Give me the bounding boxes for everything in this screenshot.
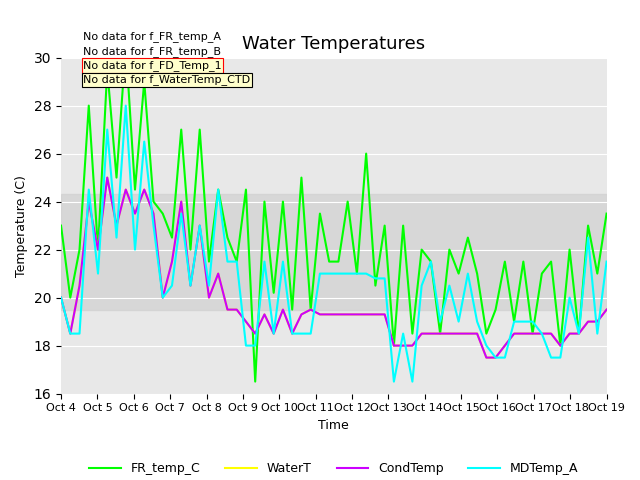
FR_temp_C xyxy=(603,211,611,216)
X-axis label: Time: Time xyxy=(319,419,349,432)
Title: Water Temperatures: Water Temperatures xyxy=(242,35,426,53)
FR_temp_C xyxy=(418,247,426,252)
CondTemp xyxy=(252,331,259,336)
MDTemp_A xyxy=(242,343,250,348)
MDTemp_A xyxy=(223,259,231,264)
WaterT xyxy=(252,331,259,336)
Y-axis label: Temperature (C): Temperature (C) xyxy=(15,175,28,276)
MDTemp_A xyxy=(252,343,259,348)
FR_temp_C xyxy=(223,235,231,240)
CondTemp xyxy=(242,319,250,324)
Text: No data for f_FR_temp_B: No data for f_FR_temp_B xyxy=(83,46,221,57)
Line: MDTemp_A: MDTemp_A xyxy=(61,106,607,382)
CondTemp xyxy=(205,295,213,300)
FR_temp_C xyxy=(122,43,129,48)
WaterT xyxy=(603,307,611,312)
MDTemp_A xyxy=(122,103,129,108)
Text: No data for f_FR_temp_A: No data for f_FR_temp_A xyxy=(83,31,221,42)
WaterT xyxy=(483,355,490,360)
WaterT xyxy=(104,175,111,180)
WaterT xyxy=(223,307,231,312)
FR_temp_C xyxy=(260,199,268,204)
CondTemp xyxy=(223,307,231,312)
WaterT xyxy=(242,319,250,324)
MDTemp_A xyxy=(390,379,397,384)
Text: No data for f_WaterTemp_CTD: No data for f_WaterTemp_CTD xyxy=(83,74,250,85)
MDTemp_A xyxy=(418,283,426,288)
MDTemp_A xyxy=(57,295,65,300)
MDTemp_A xyxy=(603,259,611,264)
WaterT xyxy=(408,343,416,348)
Line: WaterT: WaterT xyxy=(61,178,607,358)
Line: CondTemp: CondTemp xyxy=(61,178,607,358)
Bar xyxy=(61,194,607,310)
CondTemp xyxy=(57,295,65,300)
Legend: FR_temp_C, WaterT, CondTemp, MDTemp_A: FR_temp_C, WaterT, CondTemp, MDTemp_A xyxy=(84,457,583,480)
CondTemp xyxy=(408,343,416,348)
WaterT xyxy=(205,295,213,300)
WaterT xyxy=(159,295,166,300)
FR_temp_C xyxy=(57,223,65,228)
FR_temp_C xyxy=(242,187,250,192)
FR_temp_C xyxy=(159,211,166,216)
CondTemp xyxy=(104,175,111,180)
MDTemp_A xyxy=(205,283,213,288)
FR_temp_C xyxy=(205,259,213,264)
Text: No data for f_FD_Temp_1: No data for f_FD_Temp_1 xyxy=(83,60,222,71)
WaterT xyxy=(57,295,65,300)
CondTemp xyxy=(603,307,611,312)
MDTemp_A xyxy=(159,295,166,300)
CondTemp xyxy=(483,355,490,360)
CondTemp xyxy=(159,295,166,300)
FR_temp_C xyxy=(252,379,259,384)
Line: FR_temp_C: FR_temp_C xyxy=(61,46,607,382)
